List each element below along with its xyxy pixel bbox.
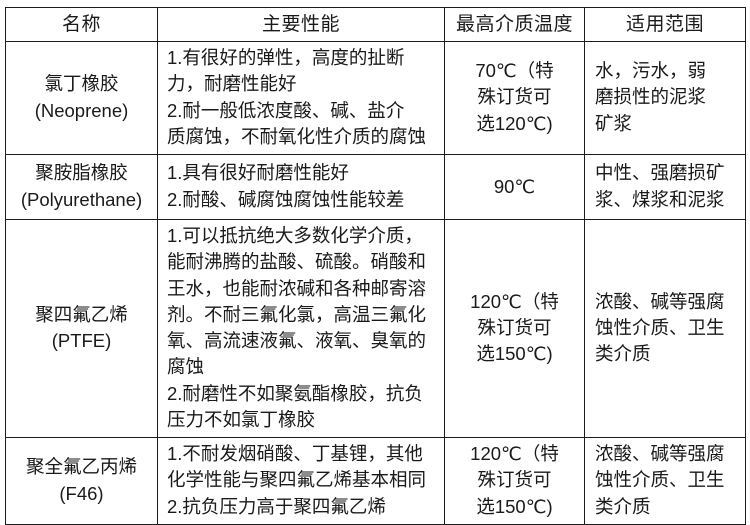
material-name-en: (F46) xyxy=(59,482,104,504)
performance-line: 2.耐酸、碱腐蚀腐蚀性能较差 xyxy=(167,188,405,210)
temperature-line: 120℃（特 xyxy=(470,290,559,312)
scope-line: 水，污水，弱 xyxy=(595,60,707,82)
temperature-line: 90℃ xyxy=(493,175,536,197)
scope-line: 类介质 xyxy=(595,495,651,517)
column-header-application-scope: 适用范围 xyxy=(584,7,746,42)
column-header-name: 名称 xyxy=(5,7,158,42)
performance-line: 腐蚀 xyxy=(167,356,205,378)
column-header-max-temperature: 最高介质温度 xyxy=(444,7,585,42)
scope-line: 蚀性介质、卫生 xyxy=(595,316,725,338)
cell-application-scope: 浓酸、碱等强腐 蚀性介质、卫生 类介质 xyxy=(584,437,746,525)
cell-material-name: 聚四氟乙烯 (PTFE) xyxy=(5,219,158,439)
cell-performance: 1.具有很好耐磨性能好 2.耐酸、碱腐蚀腐蚀性能较差 xyxy=(157,154,445,221)
performance-line: 氧、高流速液氟、液氧、臭氧的 xyxy=(167,330,427,352)
material-spec-table: 名称 主要性能 最高介质温度 适用范围 氯丁橡胶 (Neoprene) 1.有很… xyxy=(5,7,746,525)
performance-line: 2.抗负压力高于聚四氟乙烯 xyxy=(167,495,386,517)
cell-performance: 1.可以抵抗绝大多数化学介质， 能耐沸腾的盐酸、硫酸。硝酸和 王水，也能耐浓碱和… xyxy=(157,219,445,439)
material-name-cn: 聚全氟乙丙烯 xyxy=(25,456,137,478)
temperature-line: 殊订货可 xyxy=(477,469,552,491)
temperature-line: 殊订货可 xyxy=(477,86,552,108)
temperature-line: 选150℃) xyxy=(476,495,553,517)
temperature-line: 殊订货可 xyxy=(477,316,552,338)
cell-performance: 1.不耐发烟硝酸、丁基锂，其他 化学性能与聚四氟乙烯基本相同 2.抗负压力高于聚… xyxy=(157,437,445,525)
material-name-cn: 聚胺脂橡胶 xyxy=(35,162,128,184)
material-name-en: (Neoprene) xyxy=(34,99,129,121)
performance-line: 2.耐磨性不如聚氨酯橡胶，抗负 xyxy=(167,382,423,404)
temperature-line: 选150℃) xyxy=(476,343,553,365)
table-sheet: 名称 主要性能 最高介质温度 适用范围 氯丁橡胶 (Neoprene) 1.有很… xyxy=(5,7,746,525)
performance-line: 1.具有很好耐磨性能好 xyxy=(167,162,349,184)
performance-line: 力，耐磨性能好 xyxy=(167,73,297,95)
cell-max-temperature: 120℃（特 殊订货可 选150℃) xyxy=(444,219,585,439)
performance-line: 化学性能与聚四氟乙烯基本相同 xyxy=(167,469,427,491)
performance-line: 压力不如氯丁橡胶 xyxy=(167,408,316,430)
cell-performance: 1.有很好的弹性，高度的扯断 力，耐磨性能好 2.耐一般低浓度酸、碱、盐介 质腐… xyxy=(157,40,445,156)
performance-line: 王水，也能耐浓碱和各种邮寄溶 xyxy=(167,277,427,299)
performance-line: 1.有很好的弹性，高度的扯断 xyxy=(167,47,405,68)
performance-line: 能耐沸腾的盐酸、硫酸。硝酸和 xyxy=(167,251,427,273)
cell-application-scope: 中性、强磨损矿 浆、煤浆和泥浆 xyxy=(584,154,746,221)
cell-max-temperature: 120℃（特 殊订货可 选150℃) xyxy=(444,437,585,525)
scope-line: 矿浆 xyxy=(595,112,633,134)
scope-line: 浓酸、碱等强腐 xyxy=(595,290,725,312)
cell-material-name: 聚胺脂橡胶 (Polyurethane) xyxy=(5,154,158,221)
scope-line: 类介质 xyxy=(595,343,651,365)
table-row: 聚全氟乙丙烯 (F46) 1.不耐发烟硝酸、丁基锂，其他 化学性能与聚四氟乙烯基… xyxy=(5,437,746,525)
cell-max-temperature: 90℃ xyxy=(444,154,585,221)
cell-max-temperature: 70℃（特 殊订货可 选120℃) xyxy=(444,40,585,156)
performance-line: 1.可以抵抗绝大多数化学介质， xyxy=(167,225,423,247)
material-name-en: (PTFE) xyxy=(51,330,112,352)
scope-line: 蚀性介质、卫生 xyxy=(595,469,725,491)
scope-line: 磨损性的泥浆 xyxy=(595,86,707,108)
table-row: 聚四氟乙烯 (PTFE) 1.可以抵抗绝大多数化学介质， 能耐沸腾的盐酸、硫酸。… xyxy=(5,219,746,439)
column-header-performance: 主要性能 xyxy=(157,7,445,42)
cell-material-name: 氯丁橡胶 (Neoprene) xyxy=(5,40,158,156)
scope-line: 浆、煤浆和泥浆 xyxy=(595,188,725,210)
performance-line: 质腐蚀，不耐氧化性介质的腐蚀 xyxy=(167,125,427,147)
performance-line: 1.不耐发烟硝酸、丁基锂，其他 xyxy=(167,443,423,465)
temperature-line: 70℃（特 xyxy=(475,60,554,82)
cell-application-scope: 浓酸、碱等强腐 蚀性介质、卫生 类介质 xyxy=(584,219,746,439)
performance-line: 剂。不耐三氟化氯，高温三氟化 xyxy=(167,303,427,325)
scope-line: 浓酸、碱等强腐 xyxy=(595,443,725,465)
material-name-en: (Polyurethane) xyxy=(20,188,143,210)
table-row: 氯丁橡胶 (Neoprene) 1.有很好的弹性，高度的扯断 力，耐磨性能好 2… xyxy=(5,40,746,156)
table-header: 名称 主要性能 最高介质温度 适用范围 xyxy=(5,7,746,42)
cell-material-name: 聚全氟乙丙烯 (F46) xyxy=(5,437,158,525)
header-row: 名称 主要性能 最高介质温度 适用范围 xyxy=(5,7,746,42)
material-name-cn: 聚四氟乙烯 xyxy=(35,303,128,325)
table-body: 氯丁橡胶 (Neoprene) 1.有很好的弹性，高度的扯断 力，耐磨性能好 2… xyxy=(5,40,746,525)
scope-line: 中性、强磨损矿 xyxy=(595,162,725,184)
temperature-line: 120℃（特 xyxy=(470,443,559,465)
material-name-cn: 氯丁橡胶 xyxy=(44,73,119,95)
temperature-line: 选120℃) xyxy=(476,112,553,134)
table-row: 聚胺脂橡胶 (Polyurethane) 1.具有很好耐磨性能好 2.耐酸、碱腐… xyxy=(5,154,746,221)
cell-application-scope: 水，污水，弱 磨损性的泥浆 矿浆 xyxy=(584,40,746,156)
performance-line: 2.耐一般低浓度酸、碱、盐介 xyxy=(167,99,405,121)
